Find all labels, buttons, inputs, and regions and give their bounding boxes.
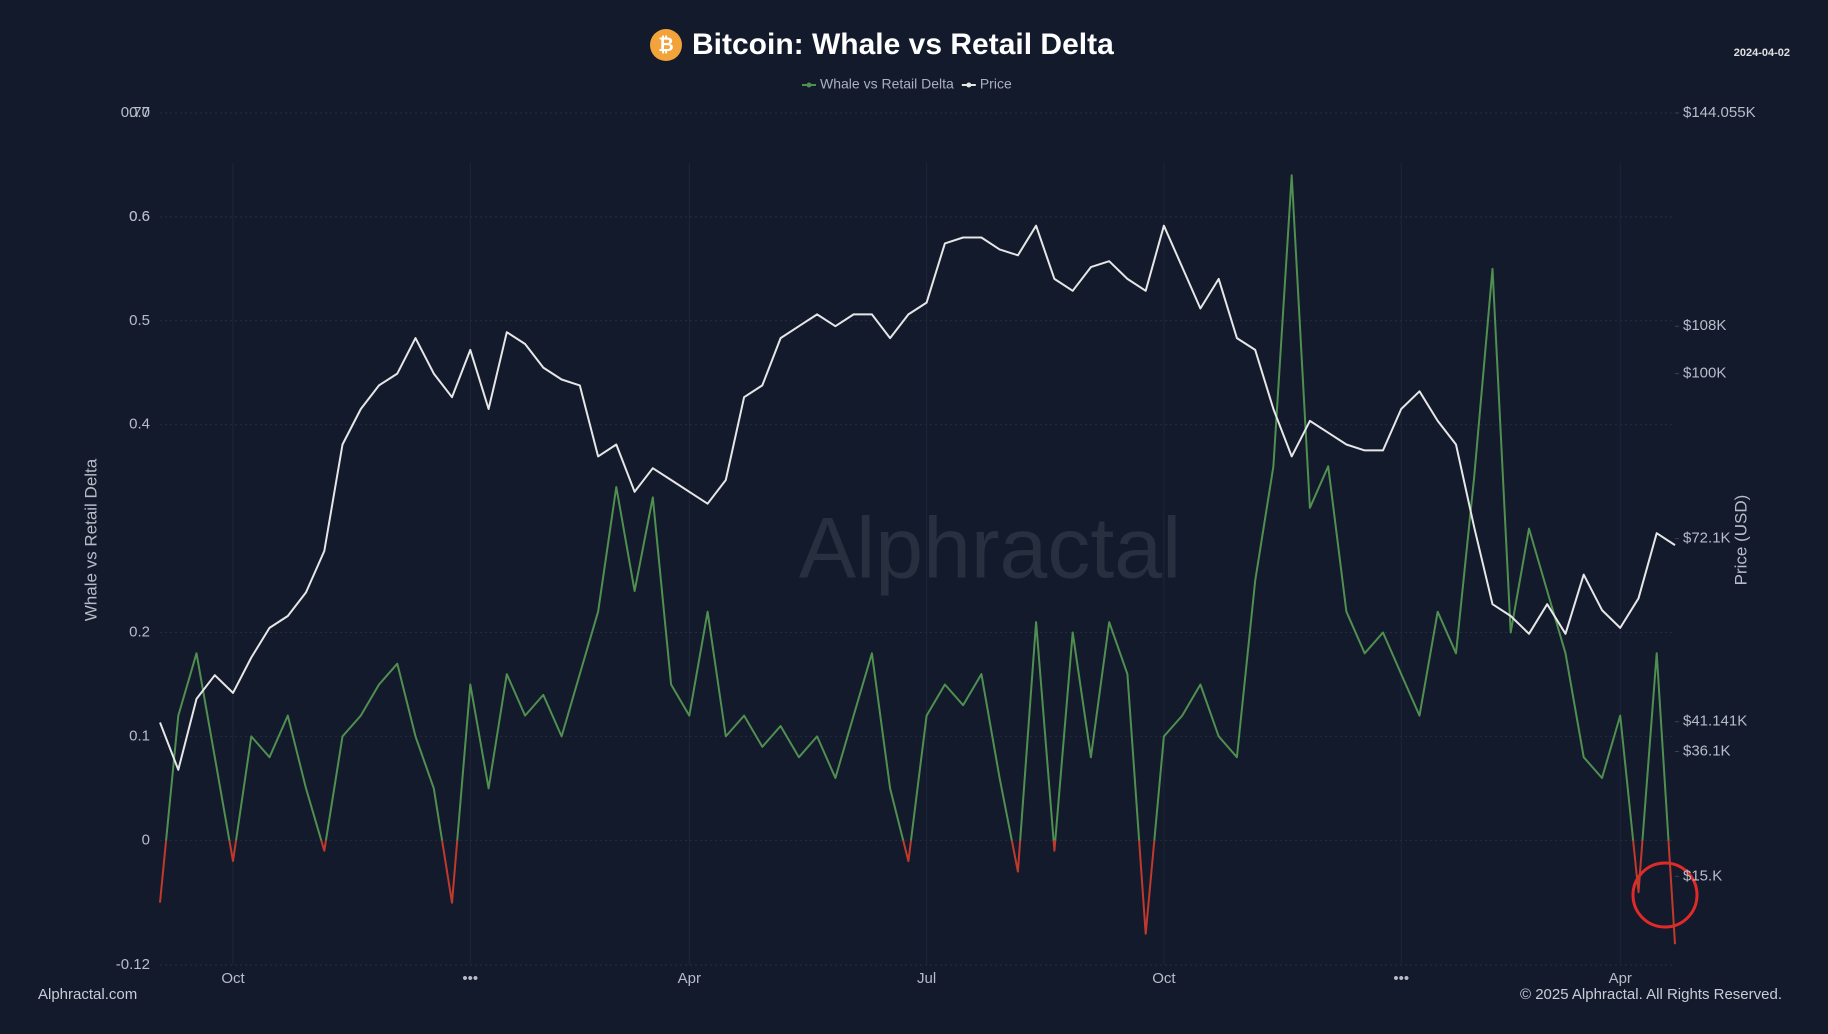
- y-tick-label: 0.1: [129, 727, 150, 744]
- y2-tick-label: $72.1K: [1683, 530, 1731, 547]
- footer-right: © 2025 Alphractal. All Rights Reserved.: [1520, 986, 1782, 1003]
- legend-label: Whale vs Retail Delta: [820, 76, 954, 92]
- date: 2024-04-02: [1734, 47, 1790, 59]
- y-tick-label: 0.6: [129, 208, 150, 225]
- bitcoin-icon-glyph: ₿: [658, 35, 673, 56]
- chart-title: Bitcoin: Whale vs Retail Delta: [692, 28, 1114, 61]
- bitcoin-icon: [650, 29, 682, 61]
- y-axis-label: Whale vs Retail Delta: [81, 458, 100, 621]
- y-tick-label: 0: [142, 831, 150, 848]
- y2-tick-label: $41.141K: [1683, 713, 1747, 730]
- series-line: [159, 174, 1676, 945]
- y-tick-label: 0.4: [129, 416, 150, 433]
- x-tick-label: Jul: [917, 970, 936, 987]
- y2-tick-label: $108K: [1683, 317, 1726, 334]
- highlight-circle: [1631, 861, 1699, 929]
- legend-label: Price: [980, 76, 1012, 92]
- x-tick-label: •••: [462, 970, 478, 987]
- y-tick-label: -0.12: [116, 956, 150, 973]
- y-tick-label: 0.2: [129, 623, 150, 640]
- y-tick-label: 0.7: [129, 104, 150, 121]
- x-tick-label: Apr: [678, 970, 701, 987]
- x-tick-label: Oct: [1152, 970, 1176, 987]
- y-tick-label: 0.70: [121, 104, 150, 121]
- y2-axis-label: Price (USD): [1731, 495, 1750, 586]
- y2-tick-label: $36.1K: [1683, 742, 1731, 759]
- footer-left: Alphractal.com: [38, 986, 137, 1003]
- y-tick-label: 0.5: [129, 312, 150, 329]
- x-tick-label: Oct: [221, 970, 245, 987]
- x-tick-label: Apr: [1609, 970, 1632, 987]
- legend-marker: [966, 82, 972, 88]
- y2-tick-label: $100K: [1683, 365, 1726, 382]
- y2-tick-label: $144.055K: [1683, 104, 1756, 121]
- y2-tick-label: $15.K: [1683, 867, 1722, 884]
- series-line: [159, 224, 1676, 771]
- x-tick-label: •••: [1393, 970, 1409, 987]
- watermark: Alphractal: [799, 501, 1181, 597]
- legend-marker: [806, 82, 812, 88]
- y-tick-label: 0.6: [129, 208, 150, 225]
